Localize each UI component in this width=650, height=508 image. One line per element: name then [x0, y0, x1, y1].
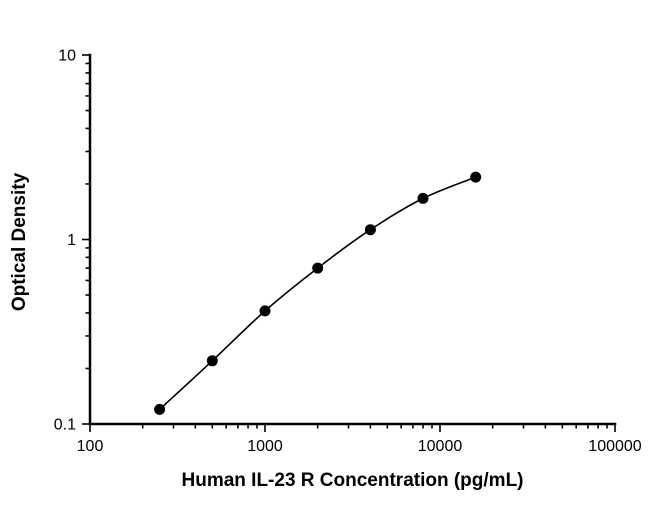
- x-tick-label: 1000: [247, 438, 283, 455]
- data-point-marker: [470, 171, 482, 183]
- x-axis-title: Human IL-23 R Concentration (pg/mL): [181, 470, 524, 491]
- data-point-marker: [364, 224, 376, 236]
- axis-lines: [88, 53, 617, 426]
- data-point-marker: [312, 262, 324, 274]
- data-point-marker: [259, 305, 271, 317]
- data-point-marker: [417, 192, 429, 204]
- y-tick-label: 10: [58, 48, 76, 65]
- x-tick-label: 100: [77, 438, 104, 455]
- y-axis-title: Optical Density: [9, 172, 30, 312]
- x-tick-label: 10000: [418, 438, 463, 455]
- y-tick-label: 0.1: [54, 417, 76, 434]
- y-tick-label: 1: [67, 232, 76, 249]
- data-point-marker: [154, 403, 166, 415]
- x-tick-label: 100000: [588, 438, 641, 455]
- data-point-marker: [206, 355, 218, 367]
- standard-curve-line: [159, 176, 476, 410]
